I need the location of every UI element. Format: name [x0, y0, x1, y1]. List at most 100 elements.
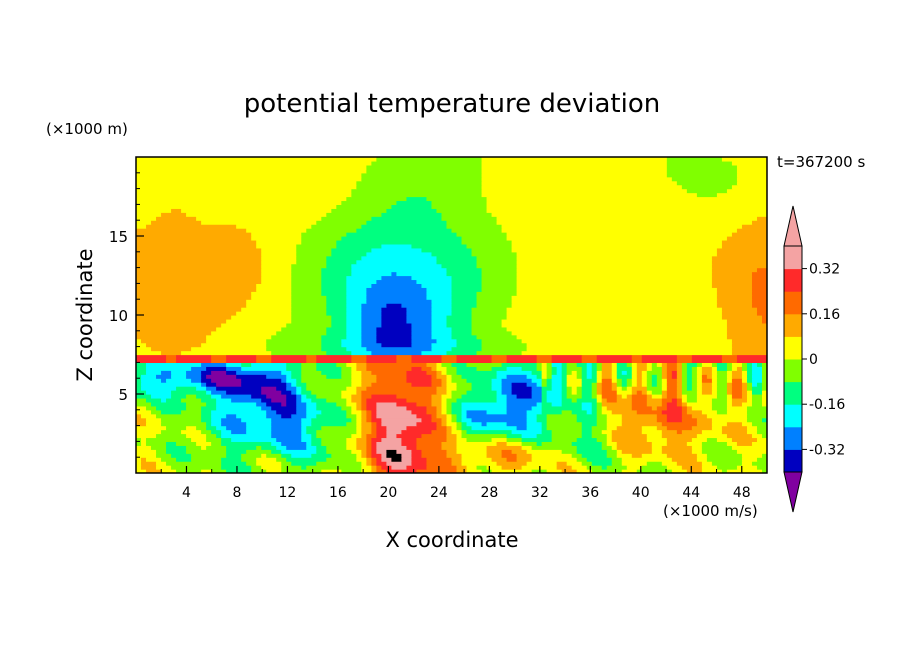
field-cell — [156, 216, 197, 221]
field-cell — [666, 437, 693, 442]
field-cell — [451, 330, 473, 336]
field-cell — [621, 382, 628, 387]
field-cell — [211, 413, 227, 419]
field-cell — [521, 437, 553, 442]
field-cell — [571, 465, 588, 470]
field-cell — [346, 291, 367, 296]
colorbar-max-arrow — [783, 205, 803, 247]
field-cell — [576, 386, 583, 391]
field-cell — [596, 394, 603, 399]
field-cell — [291, 382, 297, 387]
field-cell — [136, 188, 352, 194]
field-cell — [511, 429, 543, 435]
field-cell — [431, 342, 458, 348]
field-cell — [616, 397, 633, 403]
field-cell — [211, 409, 267, 415]
field-cell — [676, 366, 683, 371]
field-cell — [406, 425, 438, 431]
field-cell — [566, 366, 583, 371]
field-cell — [146, 437, 192, 442]
field-cell — [726, 366, 733, 371]
field-cell — [356, 405, 362, 411]
field-cell — [346, 307, 362, 312]
field-cell — [456, 449, 488, 454]
field-cell — [701, 429, 723, 435]
field-cell — [486, 449, 503, 454]
field-cell — [201, 378, 212, 383]
field-cell — [316, 413, 347, 419]
field-cell — [666, 370, 673, 375]
field-cell — [736, 354, 767, 360]
field-cell — [576, 374, 583, 379]
colorbar-band — [784, 313, 802, 337]
field-cell — [611, 461, 623, 466]
field-cell — [606, 421, 623, 427]
field-cell — [396, 354, 413, 360]
field-cell — [431, 429, 448, 435]
field-cell — [416, 279, 453, 284]
field-cell — [356, 362, 367, 367]
field-cell — [451, 378, 468, 383]
field-cell — [666, 425, 693, 431]
field-cell — [686, 378, 693, 383]
field-cell — [461, 374, 498, 379]
field-cell — [226, 366, 242, 371]
field-cell — [516, 394, 533, 399]
field-cell — [201, 220, 317, 225]
field-cell — [546, 382, 553, 387]
field-cell — [431, 204, 488, 209]
field-cell — [361, 378, 377, 383]
field-cell — [726, 362, 733, 367]
field-cell — [306, 413, 317, 419]
field-cell — [486, 453, 503, 458]
field-cell — [541, 405, 583, 411]
field-cell — [391, 465, 408, 470]
field-cell — [326, 259, 357, 265]
field-cell — [481, 160, 668, 166]
field-cell — [351, 409, 362, 415]
colorbar-band — [784, 336, 802, 360]
field-cell — [156, 465, 172, 470]
field-cell — [346, 330, 362, 336]
field-cell — [561, 370, 568, 375]
field-cell — [731, 342, 767, 348]
field-cell — [646, 378, 653, 383]
field-cell — [226, 453, 242, 458]
field-cell — [546, 374, 553, 379]
field-cell — [411, 453, 423, 458]
field-cell — [721, 358, 738, 363]
field-cell — [261, 453, 267, 458]
field-cell — [426, 287, 453, 292]
field-cell — [136, 271, 262, 277]
field-cell — [481, 168, 668, 174]
field-cell — [436, 405, 443, 411]
field-cell — [381, 243, 413, 249]
field-cell — [271, 334, 322, 340]
field-cell — [541, 401, 553, 407]
field-cell — [486, 200, 767, 205]
field-cell — [721, 354, 738, 360]
field-cell — [186, 445, 202, 450]
field-cell — [136, 224, 147, 229]
field-cell — [241, 366, 287, 371]
field-cell — [581, 390, 593, 395]
field-cell — [456, 437, 468, 442]
field-cell — [341, 394, 352, 399]
colorbar-band — [784, 404, 802, 428]
field-cell — [436, 374, 448, 379]
field-cell — [426, 196, 488, 202]
field-cell — [156, 374, 172, 379]
field-cell — [281, 370, 292, 375]
field-cell — [546, 425, 583, 431]
field-cell — [526, 425, 543, 431]
field-cell — [736, 180, 767, 186]
field-cell — [631, 362, 638, 367]
field-cell — [606, 449, 618, 454]
field-cell — [411, 330, 433, 336]
field-cell — [136, 192, 352, 198]
field-cell — [256, 401, 267, 407]
field-cell — [346, 303, 362, 308]
field-cell — [491, 382, 503, 387]
field-cell — [596, 378, 603, 383]
field-cell — [381, 453, 387, 458]
